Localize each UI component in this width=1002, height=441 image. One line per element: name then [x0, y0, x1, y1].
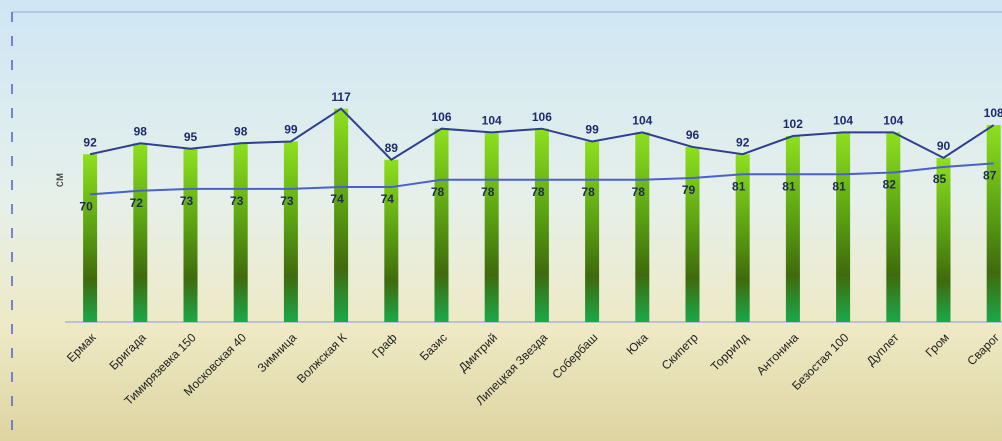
- data-label: 81: [832, 179, 846, 193]
- bar: [434, 128, 449, 322]
- data-label: 79: [682, 183, 696, 197]
- data-label: 81: [732, 179, 746, 193]
- data-label: 74: [330, 192, 344, 206]
- bar: [886, 132, 901, 322]
- data-label: 99: [284, 123, 298, 137]
- y-axis-label: см: [52, 173, 66, 187]
- data-label: 81: [782, 179, 796, 193]
- data-label: 72: [130, 196, 144, 210]
- data-label: 78: [632, 185, 646, 199]
- data-label: 92: [83, 135, 97, 149]
- data-label: 70: [79, 200, 93, 214]
- data-label: 78: [531, 185, 545, 199]
- bar: [83, 154, 98, 322]
- bar: [836, 132, 851, 322]
- bar-top-line: [89, 107, 995, 161]
- bar: [986, 125, 1001, 322]
- data-label: 117: [331, 90, 351, 104]
- line: [90, 162, 994, 196]
- bar: [183, 148, 198, 322]
- data-label: 73: [180, 194, 194, 208]
- data-label: 96: [686, 128, 700, 142]
- bar: [283, 141, 298, 322]
- data-label: 85: [933, 172, 947, 186]
- data-label: 82: [883, 178, 897, 192]
- data-label: 99: [585, 123, 599, 137]
- data-label: 89: [385, 141, 399, 155]
- bar: [233, 143, 248, 322]
- data-label: 73: [230, 194, 244, 208]
- data-label: 104: [833, 114, 853, 128]
- data-label: 104: [632, 114, 652, 128]
- data-label: 106: [532, 110, 552, 124]
- data-label: 90: [937, 139, 951, 153]
- data-label: 78: [581, 185, 595, 199]
- bar: [384, 159, 399, 322]
- bar: [635, 132, 650, 322]
- bar: [685, 146, 700, 322]
- bar: [585, 141, 600, 322]
- data-label: 104: [482, 114, 502, 128]
- data-label: 98: [134, 124, 148, 138]
- data-label: 108: [984, 106, 1002, 120]
- bar: [735, 154, 750, 322]
- data-label: 78: [431, 185, 445, 199]
- bar: [534, 128, 549, 322]
- data-label: 92: [736, 135, 750, 149]
- data-label: 95: [184, 130, 198, 144]
- data-label: 78: [481, 185, 495, 199]
- data-label: 98: [234, 124, 248, 138]
- bar: [785, 136, 800, 322]
- data-label: 104: [883, 114, 903, 128]
- data-label: 106: [431, 110, 451, 124]
- data-label: 74: [381, 192, 395, 206]
- bar: [484, 132, 499, 322]
- data-label: 73: [280, 194, 294, 208]
- bar: [334, 108, 349, 322]
- data-label: 87: [983, 169, 997, 183]
- bar: [936, 157, 951, 322]
- data-label: 102: [783, 117, 803, 131]
- bar: [133, 143, 148, 322]
